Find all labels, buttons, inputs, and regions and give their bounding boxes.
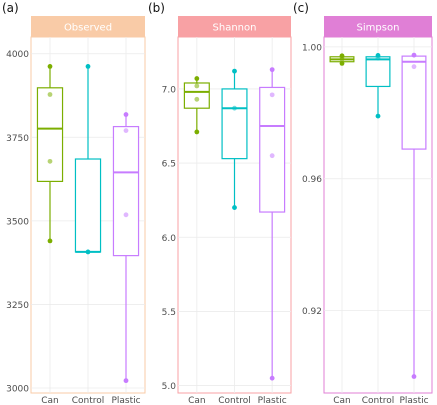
box-can [329,53,355,66]
box-can [183,76,210,135]
x-tick-label: Can [333,396,351,405]
data-point [123,112,129,117]
x-tick-label: Control [72,396,105,405]
data-point [194,83,200,89]
data-point [375,55,381,61]
box-iqr [259,86,286,213]
data-point [232,68,237,74]
x-tick-label: Control [218,396,251,405]
data-point [47,64,53,69]
box-iqr [221,88,248,160]
panel-simpson: (c) Simpson 0.92 0.96 1.00 Can Control Plastic [293,1,433,405]
data-point [339,57,345,62]
data-point [375,113,381,119]
x-tick-label: Can [41,396,59,405]
x-tick-label: Plastic [111,396,140,405]
box-iqr [401,55,427,150]
y-tick-label: 3250 [6,301,29,311]
data-point [411,64,417,70]
box-iqr [365,56,391,88]
box-plastic [259,67,286,381]
facet-strip [324,16,432,37]
data-point [339,60,345,66]
data-point [123,212,129,218]
box-plastic [401,52,427,379]
x-tick-label: Plastic [399,396,428,405]
y-tick-label: 3500 [6,217,29,227]
y-tick-label: 6.0 [162,234,177,244]
x-tick-label: Plastic [258,396,287,405]
data-point [47,158,53,164]
data-point [232,105,237,111]
data-point [269,153,275,159]
y-tick-label: 0.92 [302,307,322,317]
box-control [221,68,248,210]
box-control [365,53,391,119]
box-control [74,64,102,255]
data-point [123,378,129,384]
panel-shannon: (b) Shannon 5.0 5.5 6.0 6.5 7.0 Can Control Plast… [148,1,292,405]
box-iqr [36,87,64,183]
facet-title: Observed [64,23,112,34]
panel-label: (c) [293,1,309,15]
y-tick-label: 1.00 [302,43,322,53]
data-point [194,76,200,81]
data-point [269,67,275,73]
data-point [194,129,200,135]
facet-title: Shannon [213,23,257,34]
panel-label: (b) [148,1,165,15]
data-point [232,205,237,210]
data-point [269,375,275,381]
panel-label: (a) [2,1,19,15]
box-iqr [74,158,102,253]
box-can [36,64,64,244]
data-point [123,128,129,133]
facet-strip [31,16,145,37]
data-point [47,92,53,97]
y-tick-label: 0.96 [302,175,322,185]
y-tick-label: 3000 [6,384,29,394]
data-point [47,238,53,244]
y-tick-label: 5.5 [162,308,176,318]
x-tick-label: Can [188,396,206,405]
box-iqr [112,125,140,257]
data-point [194,96,200,102]
data-point [85,64,91,69]
box-plastic [112,112,140,384]
y-tick-label: 3750 [6,134,29,144]
data-point [411,52,417,58]
facet-strip [178,16,291,37]
panel-observed: (a) Observed 3000 3250 3500 3750 4000 Can Contro… [2,1,146,405]
y-tick-label: 7.0 [162,85,177,95]
y-tick-label: 5.0 [162,382,177,392]
data-point [269,92,275,98]
facet-title: Simpson [357,23,400,34]
y-tick-label: 4000 [6,50,29,60]
data-point [85,249,91,255]
y-tick-label: 6.5 [162,160,176,170]
data-point [411,374,417,379]
x-tick-label: Control [362,396,395,405]
